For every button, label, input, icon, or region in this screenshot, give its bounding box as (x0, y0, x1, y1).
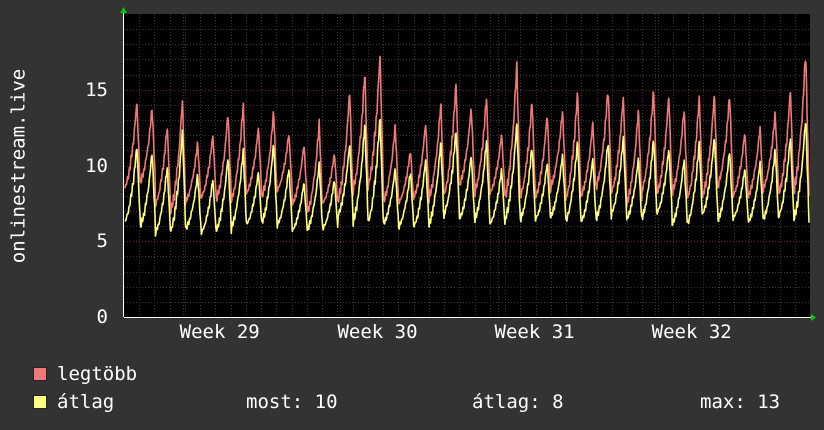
x-tick-label: Week 31 (495, 321, 575, 343)
y-tick-label: 15 (85, 79, 108, 101)
y-tick-label: 5 (97, 230, 108, 252)
y-axis-label: onlinestream.live (8, 69, 30, 263)
tick-labels: 0 5 10 15 Week 29 Week 30 Week 31 Week 32 (85, 79, 732, 343)
x-tick-label: Week 32 (652, 321, 732, 343)
axes (120, 7, 816, 321)
series-line-avg (124, 118, 810, 237)
x-tick-label: Week 30 (337, 321, 417, 343)
grid (124, 14, 810, 317)
x-axis-arrow (811, 314, 816, 321)
y-axis-arrow (120, 7, 127, 13)
y-tick-label: 10 (85, 155, 108, 177)
x-tick-label: Week 29 (180, 321, 260, 343)
series-line-max (124, 55, 810, 215)
series-lines (124, 55, 810, 237)
y-tick-label: 0 (97, 306, 108, 328)
